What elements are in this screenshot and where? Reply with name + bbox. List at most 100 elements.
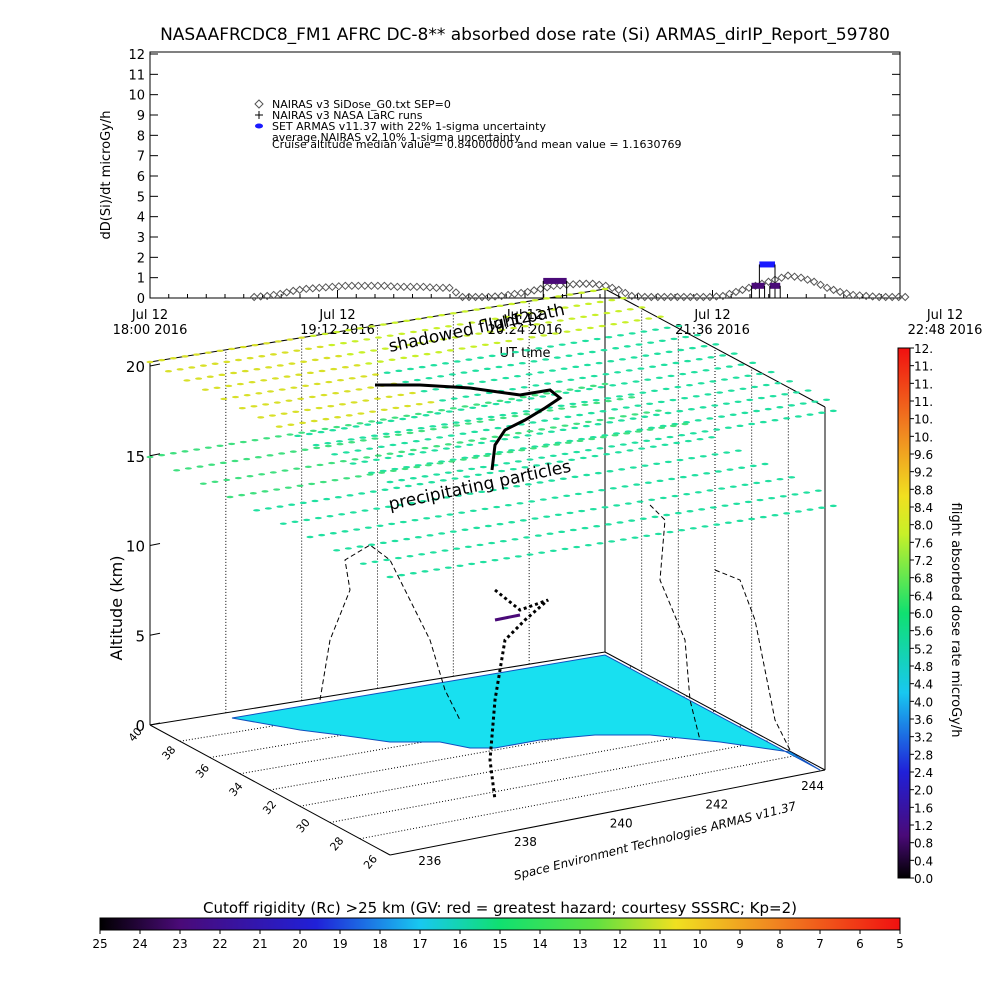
cutoff-rigidity-tick-label: 22: [212, 937, 227, 951]
rc-marker: [621, 485, 629, 488]
rc-marker: [684, 359, 692, 363]
rc-marker: [596, 300, 604, 304]
rc-marker: [736, 424, 744, 428]
rc-marker: [561, 452, 569, 456]
rc-marker: [656, 479, 664, 483]
cruise-altitude-annotation: Cruise altitude median value = 0.8400000…: [272, 138, 682, 151]
rc-marker: [302, 384, 310, 388]
longitude-tick-label: 244: [801, 779, 824, 793]
rc-marker: [329, 429, 337, 432]
y-tick-label: 3: [137, 231, 145, 246]
rc-marker: [292, 410, 300, 413]
rc-marker: [419, 500, 427, 503]
rc-marker: [584, 420, 592, 424]
rc-marker: [426, 534, 434, 537]
legend-diamond-icon: [254, 99, 264, 109]
rc-marker: [475, 417, 483, 421]
dose-rate-tick-label: 10.: [914, 413, 933, 427]
rc-marker: [269, 471, 277, 474]
rc-marker: [436, 436, 444, 439]
rc-marker: [418, 553, 426, 556]
rc-marker: [615, 395, 623, 398]
rc-marker: [637, 367, 645, 370]
nairas-sidose-point: [269, 290, 278, 300]
rc-marker: [596, 447, 604, 450]
armas-credit: Space Environment Technologies ARMAS v11…: [512, 799, 798, 883]
rc-marker: [523, 349, 531, 352]
rc-marker: [583, 473, 591, 477]
dose-rate-tick-label: 0.4: [914, 854, 933, 868]
dose-rate-tick-label: 10.: [914, 430, 933, 444]
rc-marker: [199, 482, 207, 485]
rc-marker: [427, 401, 435, 404]
rc-marker: [558, 530, 566, 534]
rc-marker: [344, 547, 352, 550]
rc-marker: [456, 564, 464, 567]
rc-marker: [508, 521, 516, 524]
rc-marker: [518, 449, 526, 452]
rc-marker: [649, 365, 657, 368]
rc-marker: [451, 477, 459, 480]
rc-marker: [761, 462, 769, 466]
rc-marker: [448, 460, 456, 463]
rc-marker: [480, 404, 488, 408]
rc-marker: [184, 467, 192, 470]
rc-marker: [603, 452, 611, 456]
rc-marker: [633, 483, 641, 486]
nairas-sidose-point: [608, 283, 617, 293]
rc-marker: [553, 356, 561, 359]
rc-marker: [711, 453, 719, 456]
rc-marker: [616, 521, 624, 524]
rc-marker: [544, 462, 552, 465]
rc-marker: [228, 442, 236, 446]
rc-marker: [663, 326, 671, 329]
cutoff-rigidity-tick-label: 7: [816, 937, 824, 951]
rc-marker: [681, 396, 689, 400]
rc-marker: [357, 412, 365, 415]
rc-marker: [804, 389, 812, 392]
rc-marker: [753, 481, 761, 485]
rc-marker: [661, 443, 669, 447]
rc-marker: [220, 397, 228, 401]
nairas-sidose-point: [712, 292, 721, 301]
rc-marker: [431, 449, 439, 452]
rc-marker: [441, 426, 449, 429]
rc-marker: [744, 500, 752, 504]
cutoff-rigidity-tick-label: 6: [856, 937, 864, 951]
rc-marker: [670, 337, 678, 341]
rc-marker: [638, 306, 646, 309]
rc-marker: [294, 434, 302, 438]
rc-marker: [332, 391, 340, 395]
rc-marker: [533, 464, 541, 467]
rc-marker: [249, 492, 257, 495]
rc-marker: [394, 556, 402, 560]
rc-marker: [600, 348, 608, 352]
rc-marker: [285, 399, 293, 402]
rc-marker: [741, 411, 749, 415]
rc-marker: [635, 343, 643, 346]
rc-marker: [473, 308, 481, 311]
rc-marker: [541, 445, 549, 448]
rc-marker: [509, 467, 517, 471]
rc-marker: [457, 408, 465, 411]
rc-marker: [779, 495, 787, 498]
shadowed-flight-path: [714, 569, 791, 751]
cutoff-rigidity-markers: [146, 287, 837, 579]
rc-marker: [318, 369, 326, 373]
rc-marker: [365, 362, 373, 365]
dose-rate-tick-label: 0.8: [914, 837, 933, 851]
rc-marker: [767, 370, 775, 374]
rc-marker: [257, 416, 265, 419]
rc-marker: [450, 397, 458, 400]
dose-rate-tick-label: 11.: [914, 395, 933, 409]
rc-marker: [334, 496, 342, 499]
rc-marker: [621, 321, 629, 324]
rc-marker: [611, 434, 619, 437]
rc-marker: [691, 474, 699, 477]
rc-marker: [679, 372, 687, 376]
rc-marker: [331, 453, 339, 456]
rc-marker: [472, 369, 480, 372]
rc-marker: [511, 414, 519, 418]
dose-rate-tick-label: 11.: [914, 377, 933, 391]
rc-marker: [468, 562, 476, 566]
